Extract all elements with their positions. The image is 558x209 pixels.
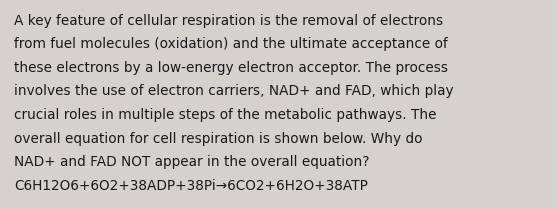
Text: overall equation for cell respiration is shown below. Why do: overall equation for cell respiration is… <box>14 132 422 146</box>
Text: C6H12O6+6O2+38ADP+38Pi→6CO2+6H2O+38ATP: C6H12O6+6O2+38ADP+38Pi→6CO2+6H2O+38ATP <box>14 179 368 193</box>
Text: NAD+ and FAD NOT appear in the overall equation?: NAD+ and FAD NOT appear in the overall e… <box>14 155 369 169</box>
Text: crucial roles in multiple steps of the metabolic pathways. The: crucial roles in multiple steps of the m… <box>14 108 436 122</box>
Text: these electrons by a low-energy electron acceptor. The process: these electrons by a low-energy electron… <box>14 61 448 75</box>
Text: from fuel molecules (oxidation) and the ultimate acceptance of: from fuel molecules (oxidation) and the … <box>14 37 448 51</box>
Text: involves the use of electron carriers, NAD+ and FAD, which play: involves the use of electron carriers, N… <box>14 84 454 98</box>
Text: A key feature of cellular respiration is the removal of electrons: A key feature of cellular respiration is… <box>14 14 443 28</box>
